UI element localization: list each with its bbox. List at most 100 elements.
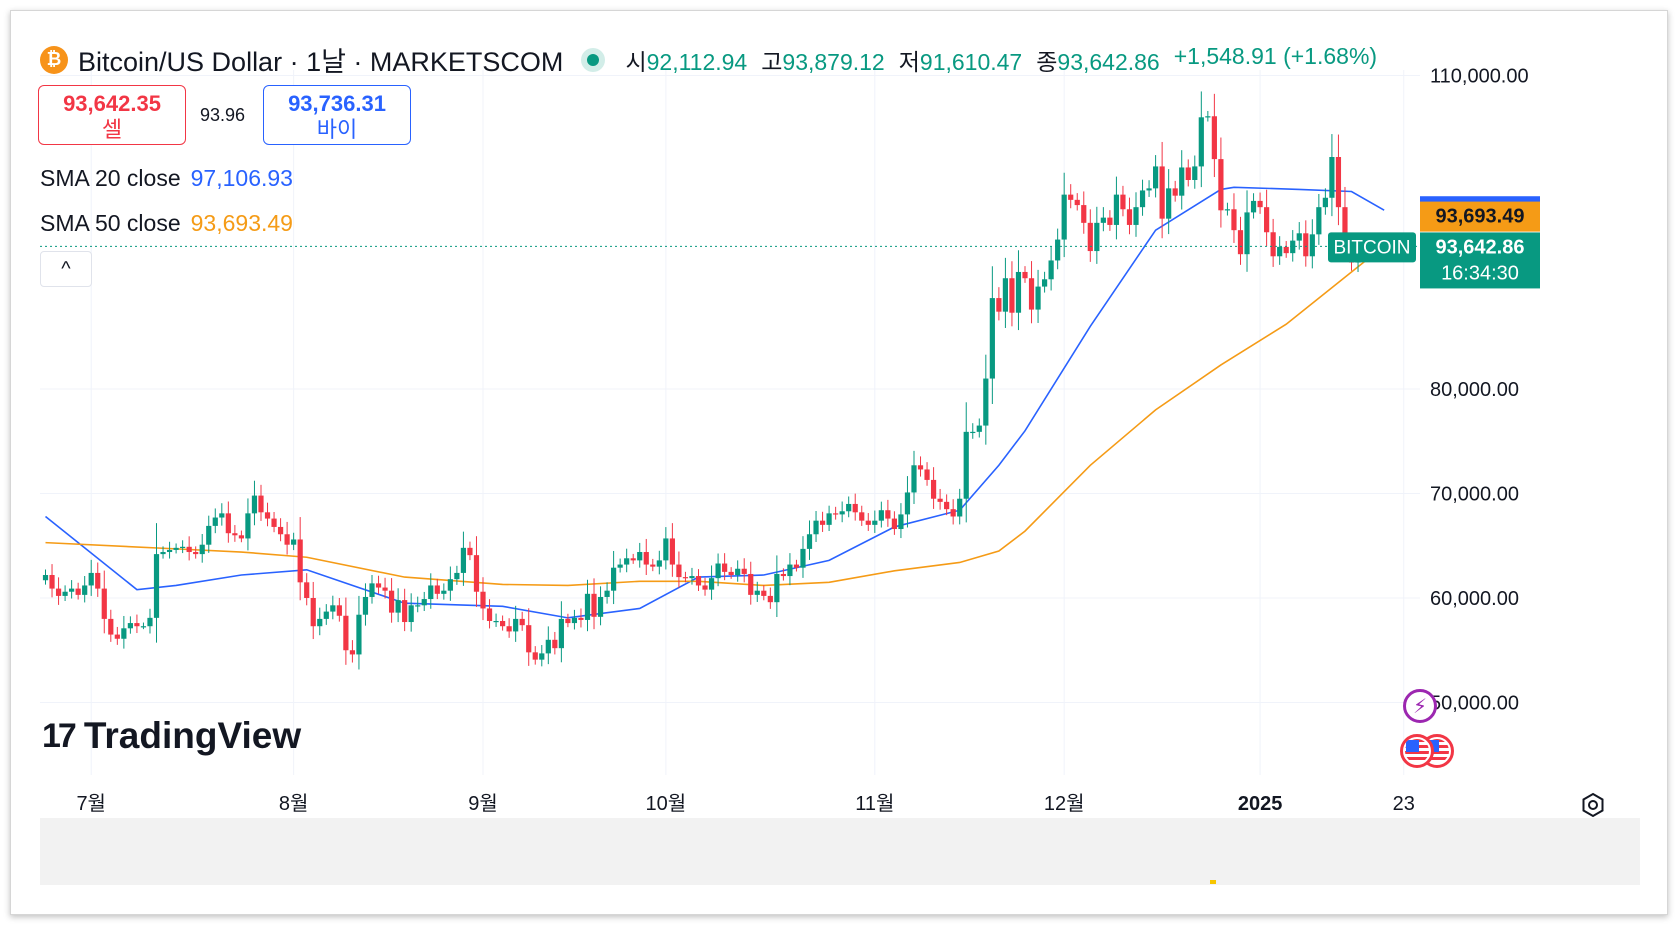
candle-body bbox=[891, 518, 897, 530]
candle-body bbox=[1133, 207, 1139, 225]
candle-body bbox=[199, 544, 205, 555]
x-tick-label: 23 bbox=[1393, 793, 1415, 815]
candle-body bbox=[1192, 166, 1198, 180]
candle-body bbox=[571, 617, 578, 624]
sma50-legend[interactable]: SMA 50 close 93,693.49 bbox=[40, 210, 293, 237]
candle-body bbox=[62, 591, 68, 596]
candle-body bbox=[1250, 200, 1257, 213]
candle-body bbox=[428, 585, 434, 600]
candle-body bbox=[1015, 271, 1022, 313]
candle-body bbox=[402, 600, 408, 623]
candle-body bbox=[806, 534, 813, 549]
candle-body bbox=[532, 652, 538, 660]
candle-body bbox=[369, 583, 375, 597]
candle-body bbox=[186, 546, 192, 553]
candle-body bbox=[297, 539, 303, 583]
candle-body bbox=[1303, 233, 1309, 257]
candle-body bbox=[676, 564, 682, 578]
time-axis: 7월 8월 9월 10월 11월 12월 2025 23 bbox=[76, 792, 1414, 815]
candle-body bbox=[49, 575, 55, 589]
candle-body bbox=[787, 564, 793, 577]
candle-body bbox=[388, 590, 395, 613]
candle-body bbox=[1179, 167, 1185, 196]
candle-body bbox=[1068, 194, 1074, 200]
candle-body bbox=[800, 548, 806, 568]
candle-body bbox=[382, 587, 388, 591]
sma50-value: 93,693.49 bbox=[190, 210, 293, 236]
candle-body bbox=[780, 573, 786, 577]
candle-body bbox=[1074, 199, 1080, 206]
chart-window bbox=[10, 10, 1668, 915]
candle-body bbox=[1277, 246, 1283, 257]
candle-body bbox=[1296, 233, 1302, 241]
pane-marker bbox=[1210, 880, 1216, 884]
candle-body bbox=[232, 533, 238, 536]
candle-body bbox=[826, 513, 832, 525]
candle-body bbox=[708, 578, 715, 590]
candle-body bbox=[526, 625, 532, 653]
sma20-legend[interactable]: SMA 20 close 97,106.93 bbox=[40, 165, 293, 192]
candle-body bbox=[989, 298, 995, 379]
candle-body bbox=[1126, 209, 1133, 225]
candle-body bbox=[121, 628, 127, 639]
candle-body bbox=[473, 555, 480, 592]
candle-body bbox=[852, 503, 858, 513]
open-label: 시 bbox=[625, 48, 647, 75]
candle-body bbox=[1309, 234, 1315, 257]
candle-body bbox=[728, 571, 734, 576]
candle-body bbox=[702, 585, 708, 590]
candle-body bbox=[722, 563, 728, 572]
candle-body bbox=[1061, 194, 1067, 240]
collapse-legend-button[interactable]: ^ bbox=[40, 251, 92, 287]
candle-body bbox=[519, 618, 525, 626]
last-price-tag: 93,642.86 16:34:30 bbox=[1420, 232, 1540, 289]
price-axis: 50,000.00 60,000.00 70,000.00 80,000.00 110,… bbox=[1430, 66, 1529, 715]
candle-body bbox=[663, 538, 669, 561]
candle-body bbox=[715, 563, 721, 579]
candle-body bbox=[206, 525, 212, 545]
spread-value: 93.96 bbox=[200, 105, 246, 125]
candle-body bbox=[552, 639, 558, 649]
candle-body bbox=[1218, 159, 1224, 211]
candle-body bbox=[258, 495, 264, 513]
candle-body bbox=[277, 526, 284, 535]
candle-body bbox=[493, 620, 499, 623]
candle-body bbox=[408, 605, 414, 623]
y-tick-label: 50,000.00 bbox=[1430, 693, 1519, 715]
settings-icon[interactable] bbox=[1580, 792, 1606, 818]
candle-body bbox=[813, 520, 819, 535]
candle-body bbox=[793, 564, 800, 568]
candle-body bbox=[1055, 239, 1061, 261]
candle-body bbox=[1257, 200, 1263, 208]
candle-body bbox=[304, 582, 310, 598]
candle-body bbox=[55, 588, 62, 596]
candle-body bbox=[545, 639, 551, 654]
sell-button[interactable]: 93,642.35 셀 bbox=[38, 85, 186, 145]
moving-averages bbox=[45, 186, 1385, 619]
candle-body bbox=[950, 509, 956, 517]
candle-body bbox=[1028, 278, 1035, 310]
candle-body bbox=[1048, 260, 1054, 280]
candle-body bbox=[140, 626, 147, 628]
candle-body bbox=[859, 512, 865, 521]
candle-body bbox=[500, 620, 506, 627]
buy-label: 바이 bbox=[316, 117, 358, 142]
flash-icon[interactable]: ⚡ bbox=[1403, 689, 1437, 723]
sell-label: 셀 bbox=[101, 117, 123, 142]
symbol-title[interactable]: Bitcoin/US Dollar · 1날 · MARKETSCOM bbox=[78, 47, 564, 77]
sma50-price-tag-bg bbox=[1420, 201, 1540, 232]
candle-body bbox=[310, 598, 316, 627]
sma50-price-tag-text: 93,693.49 bbox=[1436, 206, 1525, 228]
candle-body bbox=[343, 615, 349, 651]
x-tick-label: 10월 bbox=[646, 792, 687, 815]
candle-body bbox=[904, 492, 911, 515]
buy-button[interactable]: 93,736.31 바이 bbox=[263, 85, 411, 145]
candle-body bbox=[1146, 188, 1152, 191]
candle-body bbox=[1153, 166, 1159, 189]
us-flag-icon[interactable] bbox=[1400, 734, 1434, 768]
x-tick-label: 7월 bbox=[76, 792, 106, 815]
candle-body bbox=[264, 512, 271, 519]
live-dot bbox=[587, 53, 600, 66]
candle-body bbox=[735, 568, 741, 576]
